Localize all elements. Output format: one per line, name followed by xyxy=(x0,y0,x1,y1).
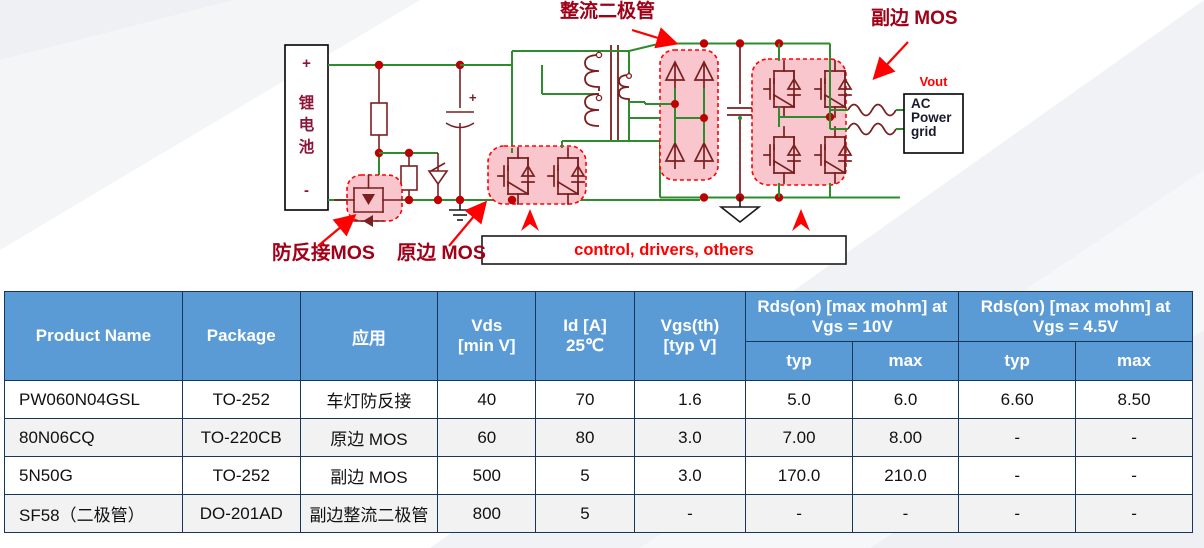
svg-text:control, drivers, others: control, drivers, others xyxy=(574,241,754,259)
svg-text:-: - xyxy=(304,182,309,199)
svg-text:+: + xyxy=(302,55,311,72)
svg-text:锂: 锂 xyxy=(299,93,315,112)
svg-text:副边 MOS: 副边 MOS xyxy=(871,7,958,29)
svg-text:电: 电 xyxy=(299,115,315,134)
svg-text:AC: AC xyxy=(911,96,931,111)
svg-text:grid: grid xyxy=(911,124,937,139)
svg-text:Power: Power xyxy=(911,110,952,125)
svg-text:整流二极管: 整流二极管 xyxy=(560,0,655,22)
svg-text:原边 MOS: 原边 MOS xyxy=(397,242,486,264)
svg-text:+: + xyxy=(469,90,477,105)
svg-text:池: 池 xyxy=(299,137,315,156)
svg-text:Vout: Vout xyxy=(920,74,949,89)
svg-text:防反接MOS: 防反接MOS xyxy=(272,241,375,264)
